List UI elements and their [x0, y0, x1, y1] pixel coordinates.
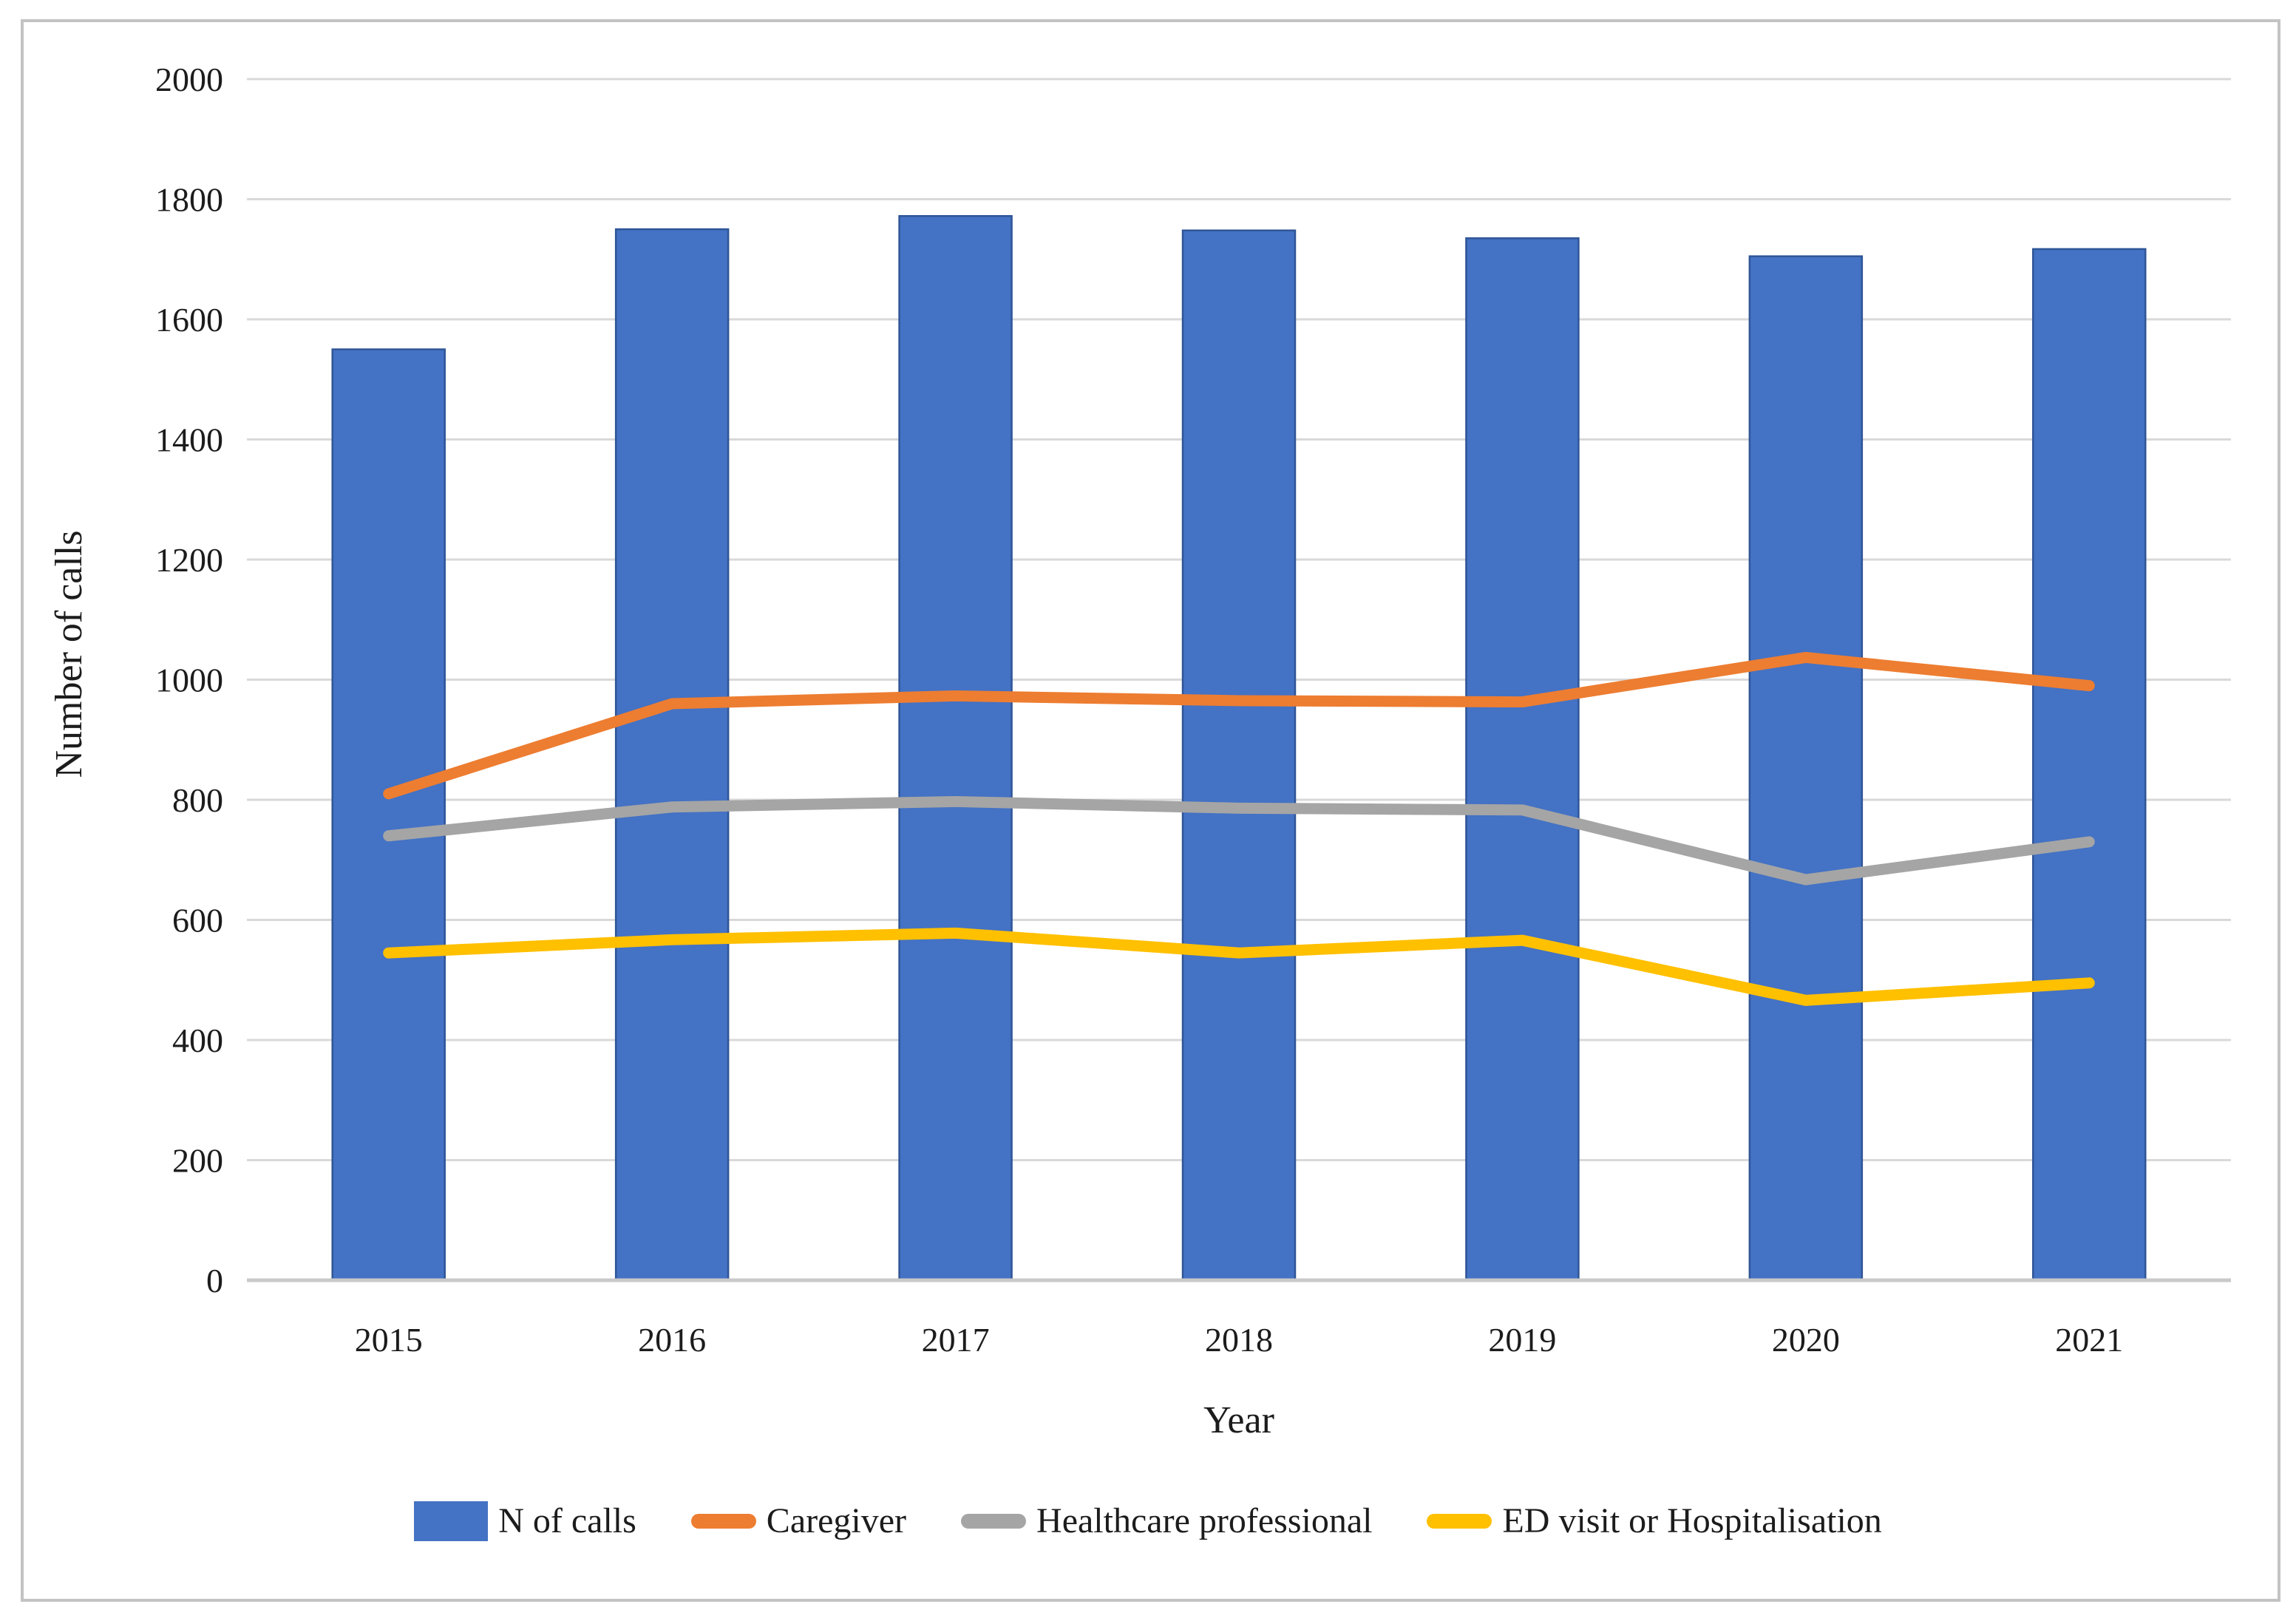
bar: [614, 228, 730, 1282]
legend-label: ED visit or Hospitalisation: [1502, 1501, 1882, 1540]
y-tick-label: 800: [172, 781, 223, 819]
y-tick-label: 1000: [155, 662, 223, 699]
legend-label: N of calls: [498, 1501, 636, 1540]
y-tick-label: 1600: [155, 301, 223, 339]
y-tick-label: 2000: [155, 61, 223, 98]
lines: [383, 651, 2095, 1006]
x-tick-label: 2021: [2055, 1321, 2123, 1359]
y-tick-label: 1400: [155, 421, 223, 459]
y-tick-label: 1800: [155, 181, 223, 219]
legend: N of calls Caregiver Healthcare profession…: [0, 1501, 2296, 1541]
y-tick-label: 600: [172, 902, 223, 939]
x-tick-label: 2017: [922, 1321, 990, 1359]
y-tick-label: 200: [172, 1142, 223, 1180]
y-tick-label: 1200: [155, 541, 223, 579]
line-series: [383, 927, 2095, 1006]
legend-swatch: [690, 1513, 756, 1529]
legend-swatch: [961, 1513, 1027, 1529]
line-series: [383, 651, 2095, 800]
bar: [1748, 255, 1864, 1282]
bar: [1465, 237, 1580, 1282]
x-tick-label: 2019: [1488, 1321, 1556, 1359]
x-axis-title: Year: [1203, 1399, 1274, 1441]
legend-item: Caregiver: [690, 1501, 907, 1541]
y-tick-label: 0: [206, 1262, 223, 1299]
bar: [2032, 248, 2147, 1282]
y-tick-labels: 0 200 400 600 800 1000 1200 1400 1600 1800 2000: [155, 61, 223, 1299]
x-tick-label: 2015: [355, 1321, 423, 1359]
legend-item: Healthcare professional: [961, 1501, 1372, 1541]
legend-swatch: [414, 1501, 489, 1541]
legend-item: N of calls: [414, 1501, 636, 1541]
x-tick-label: 2018: [1205, 1321, 1273, 1359]
bar: [331, 348, 446, 1282]
legend-label: Caregiver: [766, 1501, 907, 1540]
bars: [331, 215, 2147, 1282]
x-tick-label: 2020: [1772, 1321, 1840, 1359]
y-tick-label: 400: [172, 1022, 223, 1059]
legend-label: Healthcare professional: [1036, 1501, 1373, 1540]
legend-swatch: [1427, 1513, 1492, 1529]
y-axis-title: Number of calls: [48, 530, 90, 778]
legend-item: ED visit or Hospitalisation: [1427, 1501, 1882, 1541]
x-tick-labels: 2015 2016 2017 2018 2019 2020 2021: [355, 1321, 2124, 1359]
bar: [1181, 229, 1297, 1282]
figure-border: [21, 19, 2280, 1602]
x-tick-label: 2016: [638, 1321, 706, 1359]
line-series: [383, 795, 2095, 886]
bar: [898, 215, 1013, 1282]
